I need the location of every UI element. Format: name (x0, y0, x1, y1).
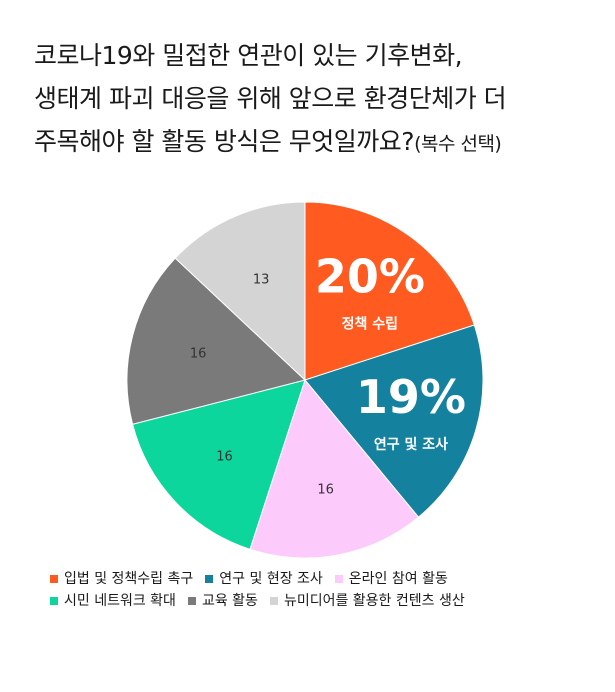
legend-swatch (205, 575, 214, 583)
legend-item: 교육 활동 (187, 590, 258, 612)
slice-value-label: 20% (315, 250, 425, 304)
slice-value-label: 13 (253, 273, 270, 288)
legend-swatch (50, 597, 58, 605)
title-line-1: 코로나19와 밀접한 연관이 있는 기후변화, (34, 41, 463, 70)
pie-slice (249, 378, 420, 559)
legend-label: 뉴미디어를 활용한 컨텐츠 생산 (283, 593, 465, 609)
title-line-3-main: 주목해야 할 활동 방식은 무엇일까요? (34, 127, 415, 156)
slice-value-label: 19% (356, 370, 466, 424)
legend-label: 입법 및 정책수립 촉구 (64, 571, 194, 587)
legend-label: 온라인 참여 활동 (348, 571, 448, 587)
legend-label: 시민 네트워크 확대 (64, 593, 176, 609)
legend-item: 온라인 참여 활동 (334, 568, 448, 590)
slice-category-label: 정책 수립 (342, 316, 398, 333)
pie-slice (304, 324, 484, 518)
legend-item: 입법 및 정책수립 촉구 (50, 568, 193, 590)
slice-category-label: 연구 및 조사 (374, 436, 448, 453)
pie-slice (174, 201, 306, 382)
pie-slice (304, 201, 475, 381)
legend-label: 연구 및 현장 조사 (219, 571, 323, 587)
legend-row: 시민 네트워크 확대 교육 활동 뉴미디어를 활용한 컨텐츠 생산 (50, 590, 590, 612)
slice-value-label: 16 (317, 482, 334, 497)
legend-item: 시민 네트워크 확대 (50, 590, 176, 612)
legend-swatch (50, 575, 58, 583)
title-line-3: 주목해야 할 활동 방식은 무엇일까요?(복수 선택) (34, 120, 594, 166)
legend-label: 교육 활동 (201, 593, 258, 609)
pie-slice (126, 257, 307, 425)
legend-row: 입법 및 정책수립 촉구 연구 및 현장 조사 온라인 참여 활동 (50, 568, 590, 590)
legend-item: 뉴미디어를 활용한 컨텐츠 생산 (269, 590, 465, 612)
chart-title: 코로나19와 밀접한 연관이 있는 기후변화, 생태계 파괴 대응을 위해 앞으… (34, 34, 594, 166)
legend-swatch (334, 575, 343, 583)
slice-value-label: 16 (190, 347, 207, 362)
legend-item: 연구 및 현장 조사 (205, 568, 323, 590)
slice-value-label: 16 (216, 450, 233, 465)
title-line-3-suffix: (복수 선택) (414, 133, 502, 155)
legend-swatch (269, 597, 278, 605)
legend-swatch (187, 597, 196, 605)
chart-legend: 입법 및 정책수립 촉구 연구 및 현장 조사 온라인 참여 활동 시민 네트워크 … (50, 568, 590, 612)
title-line-2: 생태계 파괴 대응을 위해 앞으로 환경단체가 더 (34, 84, 507, 113)
pie-slice (131, 379, 306, 550)
